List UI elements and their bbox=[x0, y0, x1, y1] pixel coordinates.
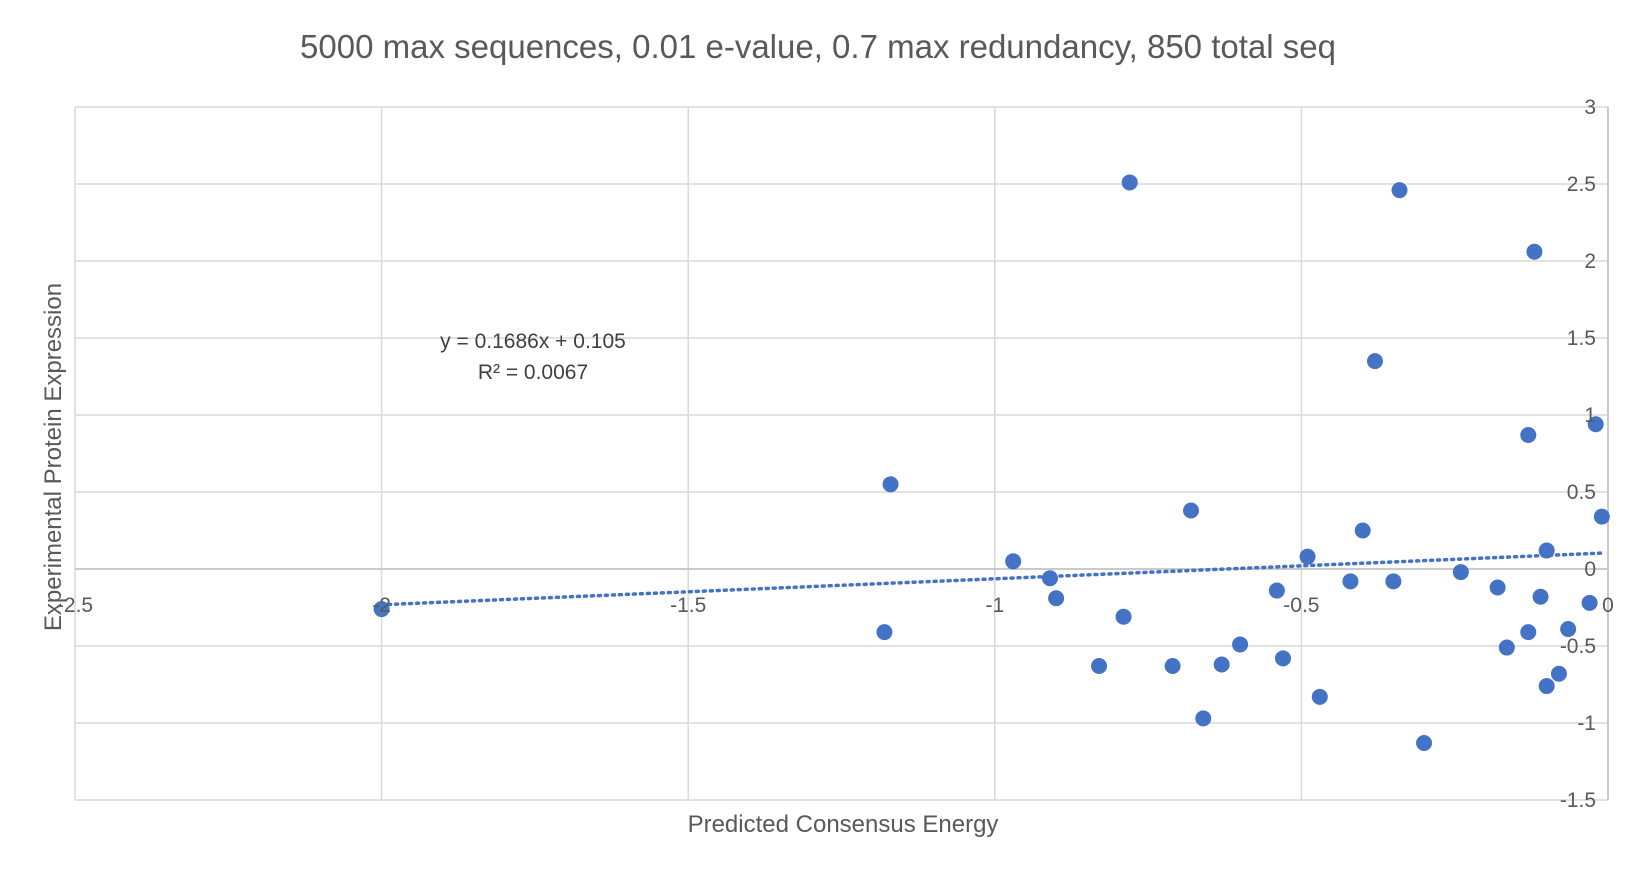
y-tick-label: -1 bbox=[1577, 712, 1596, 735]
trendline-r-squared: R² = 0.0067 bbox=[478, 361, 588, 384]
y-tick-label: 1 bbox=[1584, 404, 1596, 427]
tick-labels: -2.5 -2 -1.5 -1 -0.5 0 -1.5 -1 -0.5 0 0.5 1 1.5 2 2.5 3 bbox=[57, 96, 1614, 812]
axes bbox=[75, 107, 1609, 800]
data-point bbox=[1581, 594, 1598, 611]
y-tick-label: -0.5 bbox=[1560, 635, 1596, 658]
y-tick-label: 2.5 bbox=[1567, 173, 1596, 196]
data-point bbox=[1232, 636, 1249, 653]
data-point bbox=[1526, 243, 1543, 260]
data-point bbox=[373, 601, 390, 618]
x-tick-label: -1 bbox=[985, 594, 1004, 617]
data-point bbox=[1091, 658, 1108, 675]
y-tick-label: -1.5 bbox=[1560, 789, 1596, 812]
data-point bbox=[1268, 582, 1285, 599]
data-point bbox=[1005, 553, 1022, 570]
chart-title: 5000 max sequences, 0.01 e-value, 0.7 ma… bbox=[300, 28, 1336, 65]
data-point bbox=[1520, 427, 1537, 444]
data-point bbox=[1041, 570, 1058, 587]
y-tick-label: 3 bbox=[1584, 96, 1596, 119]
data-point bbox=[1311, 688, 1328, 705]
data-point bbox=[1520, 624, 1537, 641]
data-point bbox=[1342, 573, 1359, 590]
data-point bbox=[1452, 564, 1469, 581]
data-point bbox=[1213, 656, 1230, 673]
data-point bbox=[1115, 608, 1132, 625]
data-point bbox=[1275, 650, 1292, 667]
data-point bbox=[1164, 658, 1181, 675]
data-point bbox=[1366, 353, 1383, 370]
data-point bbox=[1587, 416, 1604, 433]
data-point bbox=[1048, 590, 1065, 607]
x-tick-label: -0.5 bbox=[1283, 594, 1319, 617]
data-point bbox=[1183, 502, 1200, 519]
data-point bbox=[1489, 579, 1506, 596]
x-tick-label: -1.5 bbox=[670, 594, 706, 617]
trendline bbox=[379, 551, 1604, 607]
x-tick-label: 0 bbox=[1602, 594, 1614, 617]
data-point bbox=[882, 476, 899, 493]
data-point bbox=[876, 624, 893, 641]
x-tick-label: -2.5 bbox=[57, 594, 93, 617]
y-tick-label: 0.5 bbox=[1567, 481, 1596, 504]
data-point bbox=[1532, 588, 1549, 605]
data-point bbox=[1538, 542, 1555, 559]
data-point bbox=[1195, 710, 1212, 727]
data-point bbox=[1385, 573, 1402, 590]
data-point bbox=[1550, 665, 1567, 682]
y-tick-label: 2 bbox=[1584, 250, 1596, 273]
data-point bbox=[1299, 548, 1316, 565]
y-tick-label: 0 bbox=[1584, 558, 1596, 581]
y-axis-title: Experimental Protein Expression bbox=[40, 283, 67, 631]
trendline-equation: y = 0.1686x + 0.105 bbox=[440, 330, 626, 353]
data-point bbox=[1391, 182, 1408, 199]
data-point bbox=[1560, 621, 1577, 638]
data-point bbox=[1498, 639, 1515, 656]
data-point bbox=[1593, 508, 1610, 525]
x-axis-title: Predicted Consensus Energy bbox=[688, 811, 999, 838]
data-points bbox=[373, 174, 1610, 752]
x-tick-label: -2 bbox=[372, 594, 391, 617]
data-point bbox=[1416, 735, 1433, 752]
trendline-group bbox=[379, 551, 1604, 607]
gridlines bbox=[74, 106, 1609, 801]
data-point bbox=[1121, 174, 1138, 191]
y-tick-label: 1.5 bbox=[1567, 327, 1596, 350]
data-point bbox=[1538, 678, 1555, 695]
data-point bbox=[1354, 522, 1371, 539]
